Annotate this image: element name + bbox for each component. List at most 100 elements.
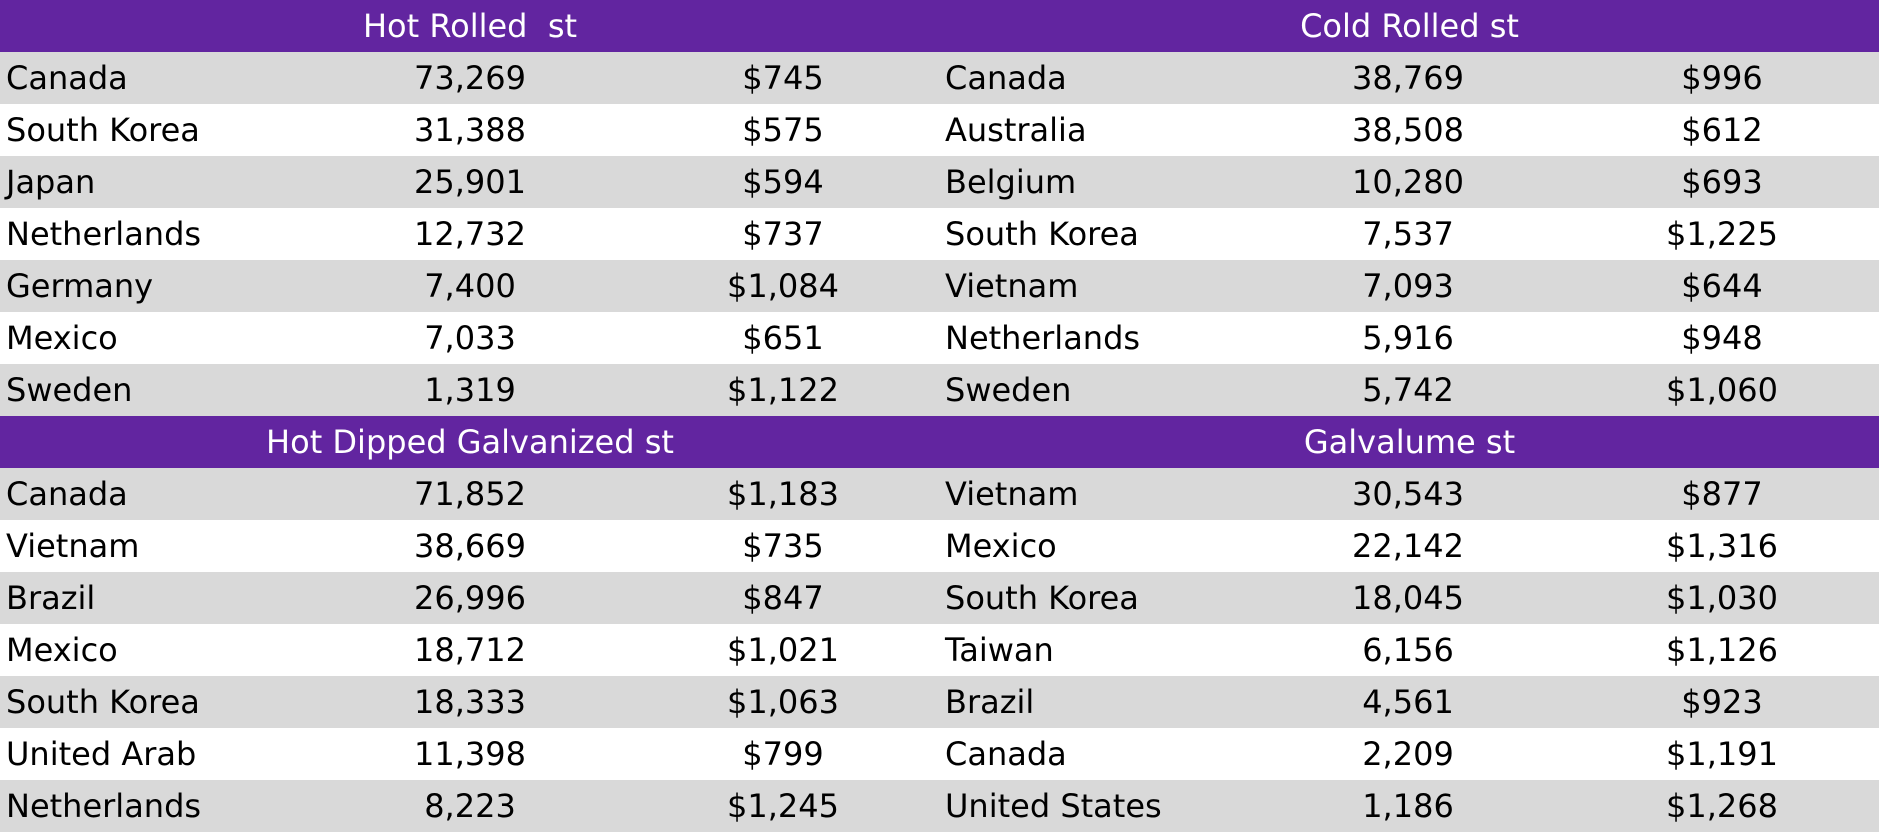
country-right-cell: Canada (945, 59, 1067, 97)
table-row: Sweden 1,319 $1,122 Sweden 5,742 $1,060 (0, 364, 1879, 416)
price-right-cell: $693 (1681, 163, 1763, 201)
section-header-top: Hot Rolled st Cold Rolled st (0, 0, 1879, 52)
country-left-cell: United Arab (6, 735, 197, 773)
price-right-cell: $1,126 (1666, 631, 1778, 669)
price-right-cell: $1,191 (1666, 735, 1778, 773)
table-row: Canada 73,269 $745 Canada 38,769 $996 (0, 52, 1879, 104)
price-left-cell: $594 (742, 163, 824, 201)
price-right-cell: $644 (1681, 267, 1763, 305)
table-row: Canada 71,852 $1,183 Vietnam 30,543 $877 (0, 468, 1879, 520)
country-left-cell: Japan (6, 163, 96, 201)
tons-left-cell: 25,901 (414, 163, 526, 201)
tons-right-cell: 6,156 (1362, 631, 1454, 669)
country-left-cell: Mexico (6, 319, 118, 357)
country-right-cell: Taiwan (945, 631, 1054, 669)
country-right-cell: South Korea (945, 579, 1139, 617)
cold-rolled-title: Cold Rolled st (1300, 7, 1519, 45)
country-left-cell: Sweden (6, 371, 133, 409)
hot-rolled-title: Hot Rolled st (362, 7, 578, 45)
tons-left-cell: 8,223 (424, 787, 516, 825)
table-row: Netherlands 12,732 $737 South Korea 7,537 $1,… (0, 208, 1879, 260)
price-left-cell: $799 (742, 735, 824, 773)
country-right-cell: Vietnam (945, 475, 1079, 513)
country-left-cell: Germany (6, 267, 154, 305)
price-left-cell: $735 (742, 527, 824, 565)
country-right-cell: Sweden (945, 371, 1072, 409)
country-left-cell: Netherlands (6, 787, 202, 825)
price-left-cell: $1,122 (727, 371, 839, 409)
price-right-cell: $923 (1681, 683, 1763, 721)
price-right-cell: $877 (1681, 475, 1763, 513)
country-right-cell: Belgium (945, 163, 1077, 201)
country-left-cell: Mexico (6, 631, 118, 669)
price-left-cell: $575 (742, 111, 824, 149)
country-right-cell: United States (945, 787, 1162, 825)
tons-left-cell: 26,996 (414, 579, 526, 617)
tons-left-cell: 7,033 (424, 319, 516, 357)
tons-right-cell: 38,769 (1352, 59, 1464, 97)
price-right-cell: $1,060 (1666, 371, 1778, 409)
tons-right-cell: 7,093 (1362, 267, 1454, 305)
table-row: South Korea 31,388 $575 Australia 38,508 $612 (0, 104, 1879, 156)
country-right-cell: Mexico (945, 527, 1057, 565)
price-left-cell: $1,245 (727, 787, 839, 825)
tons-left-cell: 7,400 (424, 267, 516, 305)
country-left-cell: Canada (6, 475, 128, 513)
tons-right-cell: 5,742 (1362, 371, 1454, 409)
price-right-cell: $1,225 (1666, 215, 1778, 253)
table-row: Mexico 18,712 $1,021 Taiwan 6,156 $1,126 (0, 624, 1879, 676)
country-left-cell: Brazil (6, 579, 96, 617)
tons-right-cell: 5,916 (1362, 319, 1454, 357)
price-left-cell: $847 (742, 579, 824, 617)
country-left-cell: Vietnam (6, 527, 140, 565)
price-right-cell: $1,268 (1666, 787, 1778, 825)
tons-left-cell: 11,398 (414, 735, 526, 773)
tons-left-cell: 18,712 (414, 631, 526, 669)
tons-right-cell: 4,561 (1362, 683, 1454, 721)
price-left-cell: $1,084 (727, 267, 839, 305)
hot-dipped-galvanized-title: Hot Dipped Galvanized st (266, 423, 674, 461)
price-left-cell: $651 (742, 319, 824, 357)
tons-right-cell: 22,142 (1352, 527, 1464, 565)
country-left-cell: Canada (6, 59, 128, 97)
country-right-cell: Brazil (945, 683, 1035, 721)
price-left-cell: $1,021 (727, 631, 839, 669)
price-right-cell: $1,030 (1666, 579, 1778, 617)
table-row: South Korea 18,333 $1,063 Brazil 4,561 $923 (0, 676, 1879, 728)
tons-left-cell: 73,269 (414, 59, 526, 97)
country-right-cell: Australia (945, 111, 1087, 149)
tons-right-cell: 38,508 (1352, 111, 1464, 149)
table-row: Japan 25,901 $594 Belgium 10,280 $693 (0, 156, 1879, 208)
tons-right-cell: 10,280 (1352, 163, 1464, 201)
tons-left-cell: 12,732 (414, 215, 526, 253)
country-right-cell: South Korea (945, 215, 1139, 253)
tons-left-cell: 1,319 (424, 371, 516, 409)
country-right-cell: Canada (945, 735, 1067, 773)
country-left-cell: Netherlands (6, 215, 202, 253)
tons-right-cell: 1,186 (1362, 787, 1454, 825)
country-right-cell: Netherlands (945, 319, 1141, 357)
country-left-cell: South Korea (6, 111, 200, 149)
price-right-cell: $1,316 (1666, 527, 1778, 565)
table-row: Mexico 7,033 $651 Netherlands 5,916 $948 (0, 312, 1879, 364)
table-row: Germany 7,400 $1,084 Vietnam 7,093 $644 (0, 260, 1879, 312)
price-left-cell: $1,183 (727, 475, 839, 513)
country-right-cell: Vietnam (945, 267, 1079, 305)
country-left-cell: South Korea (6, 683, 200, 721)
table-row: United Arab 11,398 $799 Canada 2,209 $1,191 (0, 728, 1879, 780)
tons-left-cell: 71,852 (414, 475, 526, 513)
price-right-cell: $948 (1681, 319, 1763, 357)
price-right-cell: $612 (1681, 111, 1763, 149)
tons-left-cell: 18,333 (414, 683, 526, 721)
table-row: Vietnam 38,669 $735 Mexico 22,142 $1,316 (0, 520, 1879, 572)
tons-right-cell: 7,537 (1362, 215, 1454, 253)
price-right-cell: $996 (1681, 59, 1763, 97)
tons-left-cell: 38,669 (414, 527, 526, 565)
table-row: Brazil 26,996 $847 South Korea 18,045 $1,030 (0, 572, 1879, 624)
tons-right-cell: 30,543 (1352, 475, 1464, 513)
price-left-cell: $1,063 (727, 683, 839, 721)
galvalume-title: Galvalume st (1303, 423, 1516, 461)
price-left-cell: $737 (742, 215, 824, 253)
table-row: Netherlands 8,223 $1,245 United States 1,186… (0, 780, 1879, 832)
